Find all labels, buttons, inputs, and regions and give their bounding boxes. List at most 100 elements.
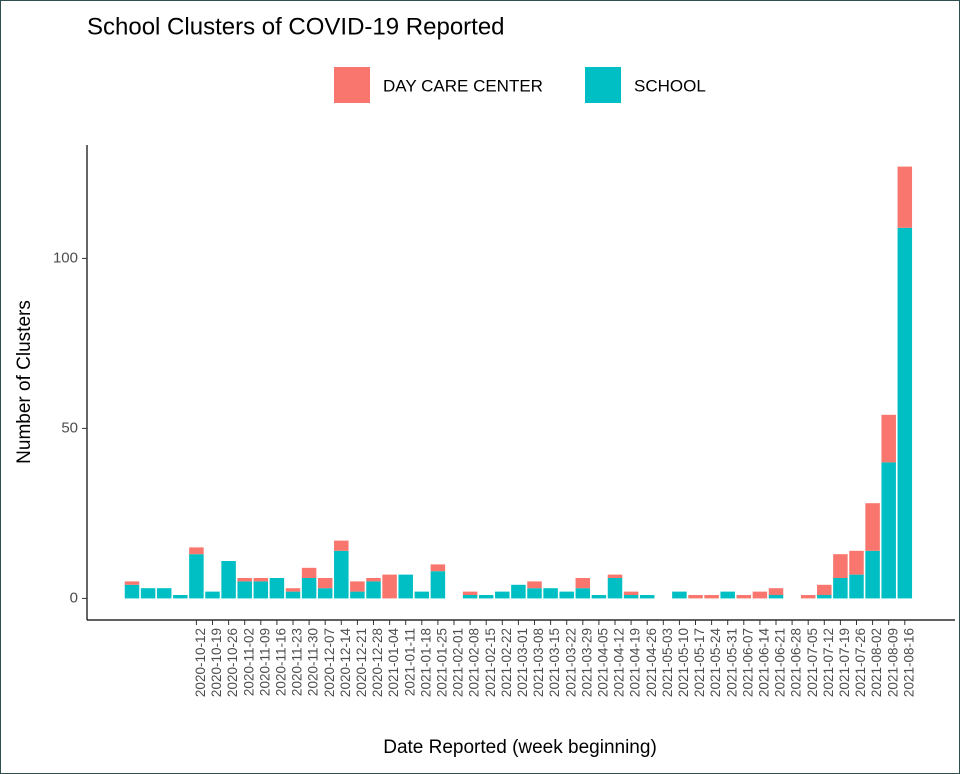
- x-tick-label: 2020-11-30: [306, 628, 321, 696]
- bar-segment: [382, 574, 397, 599]
- x-tick-label: 2021-06-07: [740, 628, 755, 697]
- x-tick-label: 2021-02-22: [499, 628, 514, 697]
- bar-segment: [575, 578, 591, 589]
- x-tick-label: 2021-03-29: [579, 628, 594, 697]
- bar-segment: [156, 588, 172, 599]
- x-tick-label: 2021-04-12: [612, 628, 627, 697]
- x-tick-label: 2021-05-24: [708, 628, 723, 698]
- bar-segment: [221, 561, 236, 599]
- bar-segment: [833, 554, 848, 579]
- y-tick-label: 0: [70, 589, 78, 606]
- x-tick-label: 2021-01-11: [402, 628, 417, 696]
- x-tick-label: 2021-03-22: [563, 628, 578, 697]
- x-tick-label: 2021-06-28: [789, 628, 804, 697]
- bar-segment: [189, 554, 204, 599]
- bar-segment: [720, 591, 735, 599]
- bar-segment: [849, 550, 864, 575]
- legend-label: DAY CARE CENTER: [383, 76, 543, 95]
- bar-segment: [511, 584, 526, 599]
- bar-segment: [237, 578, 252, 582]
- bar-segment: [189, 547, 204, 555]
- x-tick-label: 2020-12-14: [338, 628, 353, 698]
- bar-segment: [575, 588, 591, 599]
- bar-segment: [495, 591, 510, 599]
- x-tick-label: 2021-07-12: [821, 628, 836, 697]
- bar-segment: [639, 595, 655, 599]
- x-tick-label: 2021-07-26: [853, 628, 868, 697]
- bar-segment: [462, 591, 478, 596]
- bar-segment: [607, 574, 623, 579]
- bar-segment: [253, 581, 269, 599]
- chart-title: School Clusters of COVID-19 Reported: [87, 13, 505, 40]
- x-tick-label: 2020-11-02: [241, 628, 256, 696]
- bar-segment: [768, 595, 784, 599]
- bar-segment: [301, 578, 317, 599]
- x-axis-title: Date Reported (week beginning): [383, 737, 657, 758]
- bar-segment: [430, 564, 446, 572]
- x-tick-label: 2020-11-16: [273, 628, 288, 696]
- bar-segment: [334, 540, 349, 551]
- bar-segment: [672, 591, 687, 599]
- x-tick-label: 2021-04-05: [595, 628, 610, 697]
- legend-swatch: [334, 67, 370, 103]
- x-tick-label: 2021-03-08: [531, 628, 546, 697]
- bar-segment: [897, 166, 913, 228]
- bar-segment: [817, 595, 832, 599]
- x-tick-label: 2020-12-21: [354, 628, 369, 697]
- bar-segment: [317, 578, 333, 589]
- bar-segment: [800, 595, 816, 599]
- x-tick-label: 2020-10-19: [209, 628, 224, 697]
- bar-segment: [317, 588, 333, 599]
- bar-segment: [704, 595, 719, 599]
- legend-label: SCHOOL: [634, 76, 706, 95]
- x-tick-label: 2021-06-21: [773, 628, 788, 697]
- x-tick-label: 2020-10-26: [225, 628, 240, 697]
- x-tick-label: 2021-05-03: [660, 628, 675, 697]
- bar-segment: [752, 591, 768, 599]
- bar-segment: [623, 595, 639, 599]
- bar-segment: [462, 595, 478, 599]
- x-tick-label: 2021-02-15: [483, 628, 498, 697]
- legend-swatch: [585, 67, 621, 103]
- bar-segment: [478, 595, 494, 599]
- bar-segment: [366, 578, 381, 582]
- x-tick-label: 2021-05-10: [676, 628, 691, 697]
- bar-segment: [124, 581, 140, 585]
- x-tick-label: 2020-10-12: [193, 628, 208, 697]
- x-tick-label: 2021-05-17: [692, 628, 707, 697]
- x-tick-label: 2021-01-04: [386, 628, 401, 698]
- bar-segment: [817, 584, 832, 596]
- bar-segment: [623, 591, 639, 596]
- y-axis-title: Number of Clusters: [14, 300, 35, 464]
- x-tick-label: 2020-12-28: [370, 628, 385, 697]
- x-tick-label: 2020-11-23: [290, 628, 305, 696]
- bar-segment: [350, 591, 365, 599]
- bar-segment: [833, 578, 848, 599]
- x-tick-label: 2021-05-31: [724, 628, 739, 697]
- x-tick-label: 2021-02-08: [467, 628, 482, 697]
- bar-segment: [269, 578, 285, 599]
- bar-segment: [124, 584, 140, 599]
- x-tick-label: 2021-08-09: [885, 628, 900, 697]
- bar-segment: [543, 588, 558, 599]
- bar-segment: [205, 591, 220, 599]
- bar-segment: [253, 578, 269, 582]
- bar-segment: [591, 595, 607, 599]
- x-tick-label: 2021-04-26: [644, 628, 659, 697]
- x-tick-label: 2020-12-07: [322, 628, 337, 697]
- x-tick-label: 2021-08-16: [901, 628, 916, 697]
- bar-segment: [768, 588, 784, 596]
- x-tick-label: 2021-06-14: [756, 628, 771, 698]
- bar-segment: [285, 591, 301, 599]
- bar-segment: [301, 567, 317, 579]
- bar-segment: [607, 578, 623, 599]
- bar-segment: [559, 591, 574, 599]
- bar-segment: [849, 574, 864, 599]
- x-tick-label: 2021-07-05: [805, 628, 820, 697]
- bar-segment: [285, 588, 301, 592]
- bar-segment: [350, 581, 365, 592]
- x-tick-label: 2020-11-09: [257, 628, 272, 696]
- bar-segment: [430, 571, 446, 599]
